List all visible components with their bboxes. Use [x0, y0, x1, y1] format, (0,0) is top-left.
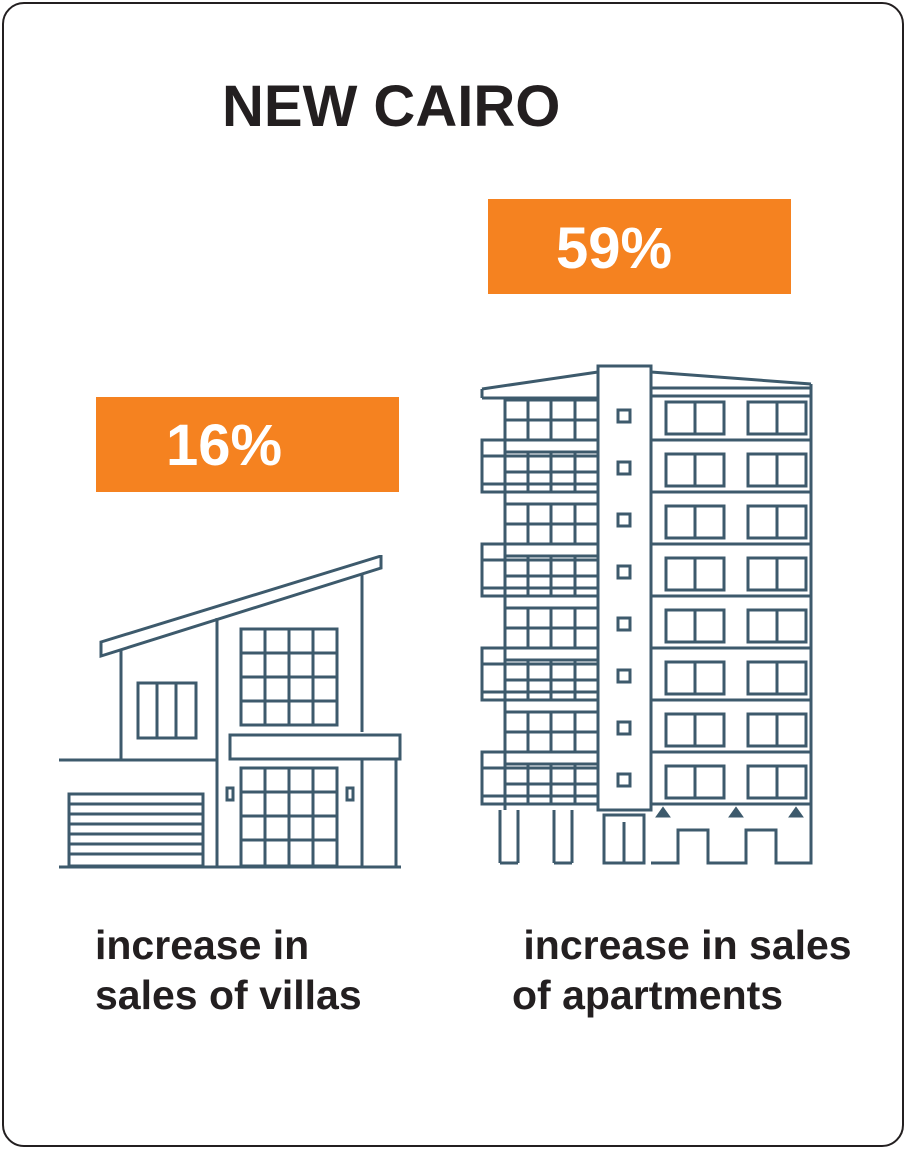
- apartment-caption: increase in sales of apartments: [512, 920, 852, 1020]
- page-title: NEW CAIRO: [222, 74, 561, 139]
- villa-caption: increase in sales of villas: [95, 920, 362, 1020]
- apartment-percent-value: 59%: [556, 216, 673, 281]
- villa-caption-line2: sales of villas: [95, 972, 362, 1018]
- apartment-percent-badge: 59%: [488, 199, 791, 294]
- villa-icon: [55, 555, 405, 875]
- apartment-caption-line2: of apartments: [512, 972, 784, 1018]
- villa-percent-value: 16%: [166, 413, 283, 478]
- apartment-building-icon: [478, 360, 818, 870]
- apartment-caption-line1: increase in sales: [512, 922, 852, 968]
- villa-percent-badge: 16%: [96, 397, 399, 492]
- villa-caption-line1: increase in: [95, 922, 310, 968]
